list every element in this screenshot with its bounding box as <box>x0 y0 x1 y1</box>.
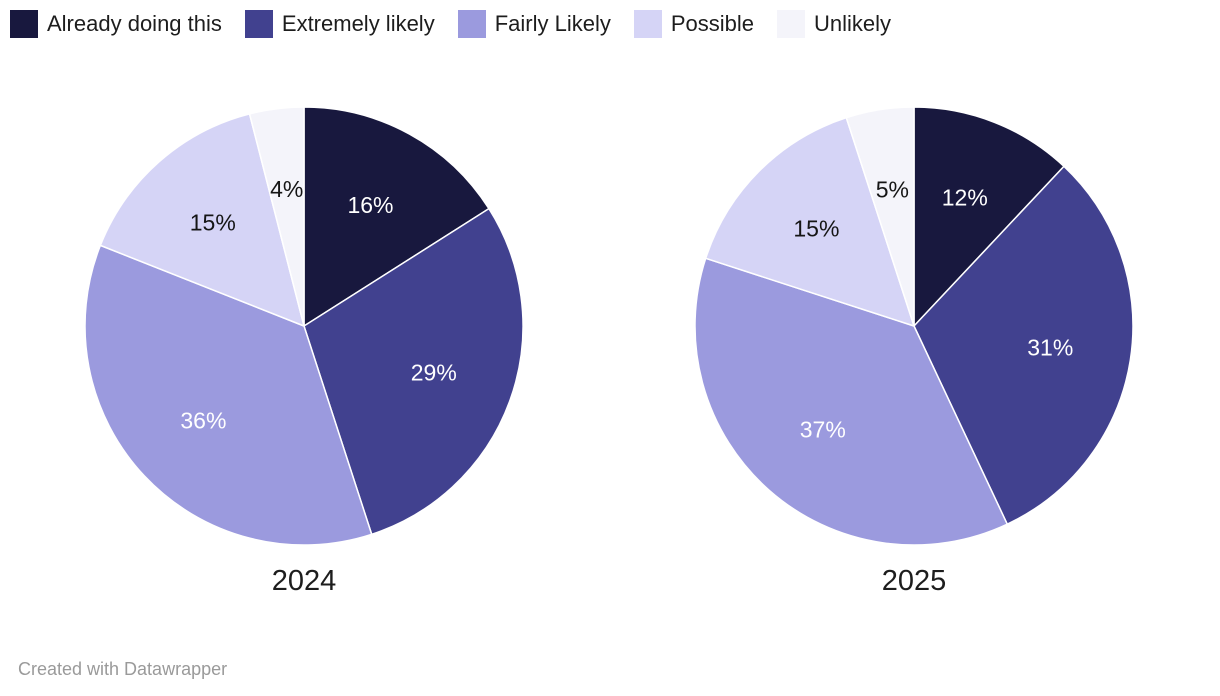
legend-swatch-possible <box>633 10 662 38</box>
pie-slice-2025-extremely-likely[interactable] <box>913 165 1134 525</box>
legend-item-fairly-likely: Fairly Likely <box>457 10 611 38</box>
legend-swatch-fairly-likely <box>457 10 486 38</box>
pie-slice-value-label: 16% <box>347 192 393 218</box>
legend-swatch-already-doing-this <box>10 10 38 38</box>
pie-slice-value-label: 29% <box>411 360 457 386</box>
legend-item-label: Unlikely <box>814 11 892 36</box>
legend-item-unlikely: Unlikely <box>777 10 891 38</box>
legend-item-label: Already doing this <box>47 11 222 36</box>
pie-slice-2024-possible[interactable] <box>99 113 305 327</box>
legend-item-label: Fairly Likely <box>494 11 611 36</box>
pie-slice-2024-fairly-likely[interactable] <box>84 244 373 546</box>
pie-slice-2024-already-doing-this[interactable] <box>303 106 490 327</box>
pie-slice-value-label: 12% <box>942 185 988 211</box>
legend-item-label: Extremely likely <box>281 11 435 36</box>
pie-slice-2025-unlikely[interactable] <box>845 106 915 327</box>
datawrapper-attribution-link[interactable]: Created with Datawrapper <box>18 659 228 679</box>
pie-slice-2025-already-doing-this[interactable] <box>913 106 1065 327</box>
pie-chart-2025: 12% 31% 37% 15% 5% <box>694 106 1134 546</box>
pie-slice-2025-fairly-likely[interactable] <box>694 257 1008 546</box>
legend-item-already-doing-this: Already doing this <box>10 10 222 38</box>
pie-slice-value-label: 15% <box>190 210 236 236</box>
legend-item-possible: Possible <box>633 10 754 38</box>
pie-slice-2024-extremely-likely[interactable] <box>303 207 524 536</box>
pie-slice-value-label: 5% <box>876 177 909 203</box>
pie-slice-2024-unlikely[interactable] <box>248 106 305 327</box>
legend-item-label: Possible <box>670 11 754 36</box>
pie-chart-2024: 16% 29% 36% 15% 4% <box>84 106 524 546</box>
pie-slice-value-label: 36% <box>180 407 226 433</box>
legend-swatch-unlikely <box>777 10 805 38</box>
pie-slice-value-label: 37% <box>800 417 846 443</box>
legend: Already doing this Extremely likely Fair… <box>10 10 891 38</box>
pie-slice-value-label: 4% <box>270 176 303 202</box>
legend-item-extremely-likely: Extremely likely <box>244 10 435 38</box>
pie-title-2024: 2024 <box>271 565 337 597</box>
pie-slice-2025-possible[interactable] <box>704 116 915 327</box>
legend-swatch-extremely-likely <box>244 10 273 38</box>
pie-title-2025: 2025 <box>881 565 947 597</box>
pie-slice-value-label: 15% <box>793 215 839 241</box>
pie-slice-value-label: 31% <box>1027 335 1073 361</box>
